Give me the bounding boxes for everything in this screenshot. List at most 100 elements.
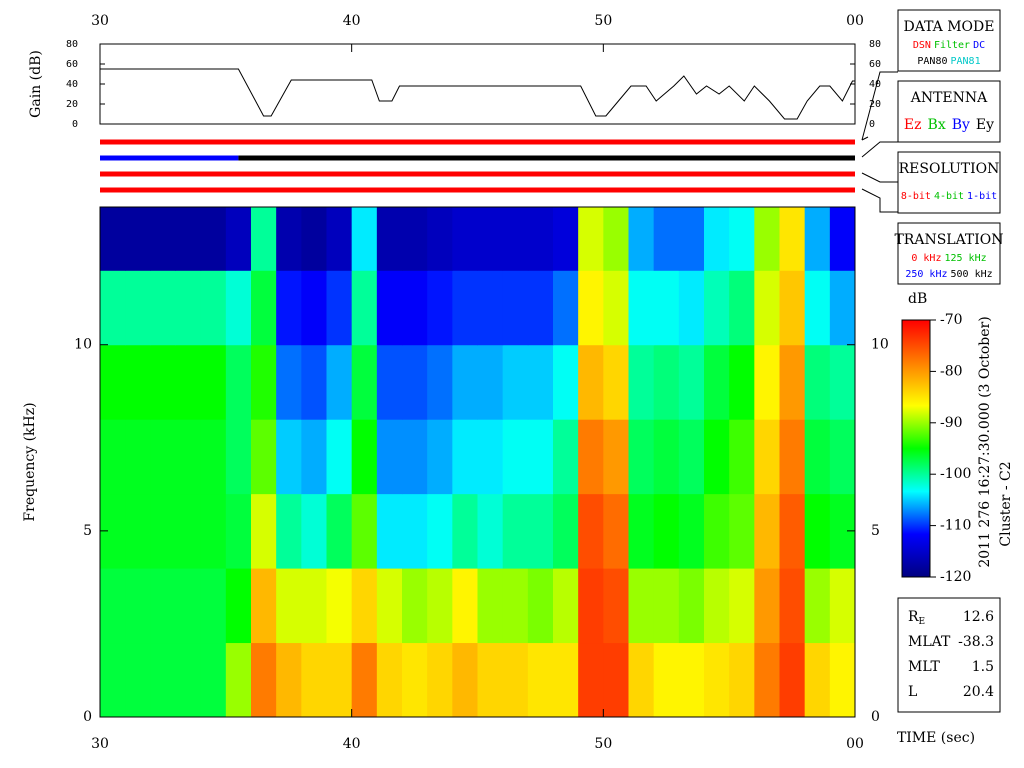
panel-title: RESOLUTION xyxy=(899,161,1000,177)
heatmap-cell xyxy=(376,207,403,271)
heatmap-cell xyxy=(150,642,176,718)
heatmap-cell xyxy=(628,642,655,718)
heatmap-cell xyxy=(754,270,780,346)
heatmap-cell xyxy=(653,493,680,569)
heatmap-cell xyxy=(477,207,504,271)
heatmap-cell xyxy=(678,568,705,644)
heatmap-cell xyxy=(276,344,302,420)
heatmap-cell xyxy=(251,493,277,569)
panel-item: 250 kHz xyxy=(905,269,947,280)
heatmap-cell xyxy=(754,568,780,644)
heatmap-cell xyxy=(754,642,780,718)
x-tick-label: 00 xyxy=(846,13,864,29)
heatmap-cell xyxy=(704,207,730,271)
heatmap-cell xyxy=(779,568,806,644)
heatmap-cell xyxy=(301,493,327,569)
heatmap-cell xyxy=(603,270,629,346)
x-tick-label: 30 xyxy=(91,736,109,752)
y-tick-label: 0 xyxy=(83,709,92,725)
panel-item: PAN81 xyxy=(951,56,981,67)
heatmap-cell xyxy=(804,270,831,346)
y-tick-label: 10 xyxy=(74,337,92,353)
heatmap-cell xyxy=(427,642,453,718)
heatmap-cell xyxy=(376,344,403,420)
heatmap-cell xyxy=(251,568,277,644)
panel-item: 0 kHz xyxy=(911,253,941,264)
heatmap-cell xyxy=(729,344,755,420)
panel-title: ANTENNA xyxy=(910,90,988,106)
heatmap-cell xyxy=(578,642,604,718)
heatmap-cell xyxy=(427,344,453,420)
panel-item: DC xyxy=(973,40,985,51)
heatmap-cell xyxy=(553,493,579,569)
heatmap-cell xyxy=(754,344,780,420)
heatmap-cell xyxy=(829,642,856,718)
heatmap-cell xyxy=(200,270,227,346)
x-tick-label: 00 xyxy=(846,736,864,752)
ephemeris-label-text: L xyxy=(908,684,917,700)
heatmap-cell xyxy=(779,642,806,718)
heatmap-cell xyxy=(553,344,579,420)
heatmap-cell xyxy=(225,642,252,718)
heatmap-cell xyxy=(704,270,730,346)
heatmap-cell xyxy=(427,493,453,569)
heatmap-cell xyxy=(628,493,655,569)
heatmap-cell xyxy=(678,493,705,569)
heatmap-cell xyxy=(653,419,680,495)
panel-item: 8-bit xyxy=(901,191,931,202)
heatmap-cell xyxy=(150,270,176,346)
gain-tick-label: 20 xyxy=(869,99,881,110)
heatmap-cell xyxy=(452,270,478,346)
heatmap-cell xyxy=(376,493,403,569)
colorbar-label: dB xyxy=(908,291,927,307)
heatmap-cell xyxy=(326,270,353,346)
heatmap-cell xyxy=(100,568,126,644)
heatmap-cell xyxy=(628,568,655,644)
gain-tick-label: 60 xyxy=(869,59,881,70)
heatmap-cell xyxy=(553,642,579,718)
heatmap-cell xyxy=(653,568,680,644)
gain-tick-label: 0 xyxy=(72,119,78,130)
heatmap-cell xyxy=(829,419,856,495)
heatmap-cell xyxy=(477,344,504,420)
ephemeris-label-text: MLT xyxy=(908,659,940,675)
heatmap-cell xyxy=(829,207,856,271)
heatmap-cell xyxy=(100,207,126,271)
heatmap-cell xyxy=(175,270,202,346)
heatmap-cell xyxy=(200,568,227,644)
panel-item: 500 kHz xyxy=(951,269,993,280)
heatmap-cell xyxy=(225,270,252,346)
heatmap-cell xyxy=(553,568,579,644)
heatmap-cell xyxy=(779,270,806,346)
heatmap-cell xyxy=(351,419,378,495)
heatmap-cell xyxy=(779,344,806,420)
gain-tick-label: 20 xyxy=(66,99,78,110)
heatmap-cell xyxy=(578,493,604,569)
panel-item: 1-bit xyxy=(967,191,997,202)
heatmap-cell xyxy=(326,493,353,569)
panel-line: 0 kHz 125 kHz xyxy=(911,253,986,264)
heatmap-cell xyxy=(628,344,655,420)
colorbar-tick-label: -90 xyxy=(940,415,963,431)
heatmap-cell xyxy=(301,568,327,644)
heatmap-cell xyxy=(150,568,176,644)
gain-tick-label: 60 xyxy=(66,59,78,70)
heatmap-cell xyxy=(678,344,705,420)
heatmap-cell xyxy=(402,493,428,569)
heatmap-cell xyxy=(477,270,504,346)
panel-box xyxy=(897,222,1001,285)
heatmap-cell xyxy=(376,642,403,718)
heatmap-cell xyxy=(603,493,629,569)
panel-line: Ez Bx By Ey xyxy=(904,117,994,133)
heatmap-cell xyxy=(452,344,478,420)
heatmap-cell xyxy=(678,270,705,346)
heatmap-cell xyxy=(175,493,202,569)
ephemeris-value: 20.4 xyxy=(963,684,994,700)
plot-frame xyxy=(99,206,856,718)
heatmap-cell xyxy=(100,642,126,718)
panel-title: TRANSLATION xyxy=(894,232,1003,248)
heatmap-cell xyxy=(175,642,202,718)
heatmap-cell xyxy=(829,270,856,346)
heatmap-cell xyxy=(729,419,755,495)
heatmap-cell xyxy=(326,344,353,420)
